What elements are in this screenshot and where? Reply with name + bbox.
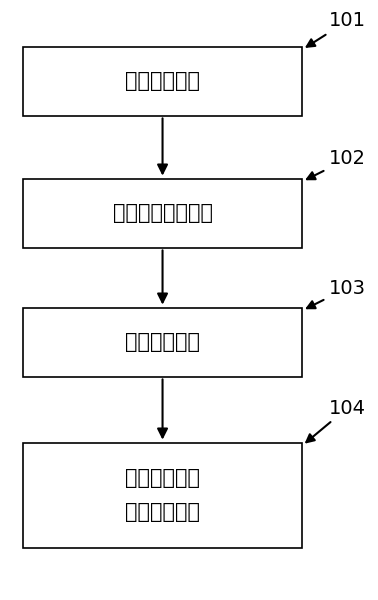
FancyBboxPatch shape (23, 46, 302, 115)
Text: 采集调制信号: 采集调制信号 (125, 71, 200, 91)
Text: 103: 103 (307, 278, 366, 308)
Text: 计算相关函数: 计算相关函数 (125, 332, 200, 352)
FancyBboxPatch shape (23, 179, 302, 247)
FancyBboxPatch shape (23, 443, 302, 547)
Text: 计算调制信号: 计算调制信号 (125, 469, 200, 488)
FancyBboxPatch shape (23, 307, 302, 377)
Text: 相位变化位置: 相位变化位置 (125, 502, 200, 521)
Text: 产生参考载波信号: 产生参考载波信号 (113, 203, 212, 223)
Text: 104: 104 (306, 398, 366, 442)
Text: 102: 102 (307, 149, 366, 179)
Text: 101: 101 (307, 11, 366, 47)
